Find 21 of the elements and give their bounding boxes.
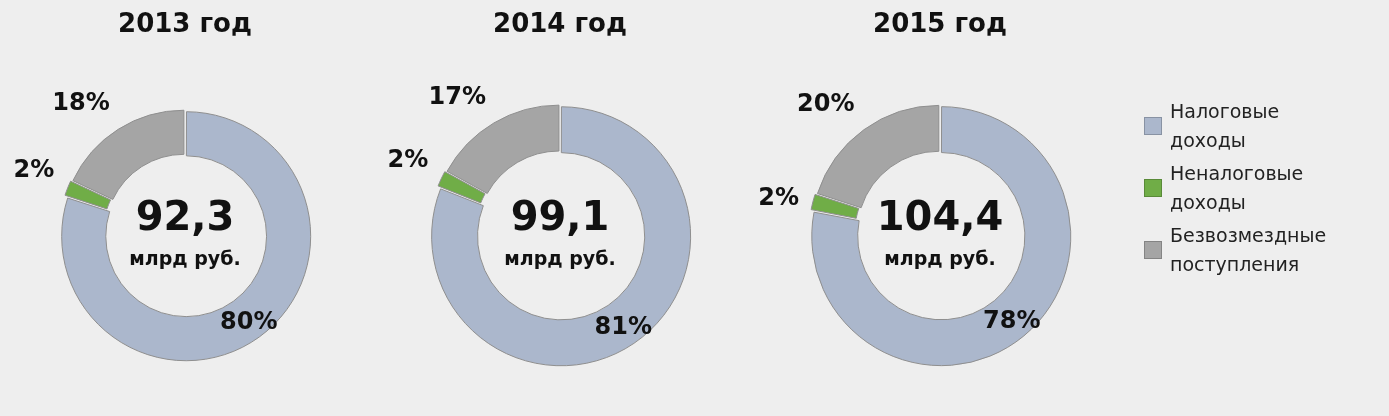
data-label: 18% <box>52 88 110 117</box>
chart-title: 2014 год <box>493 8 627 39</box>
text: млрд руб. <box>884 246 996 269</box>
text: млрд руб. <box>504 246 616 269</box>
data-label: 81% <box>594 311 652 340</box>
data-label: 80% <box>220 306 278 335</box>
legend-label: Налоговые доходы <box>1170 99 1281 153</box>
text: млрд руб. <box>129 246 241 269</box>
legend-label: Неналоговые доходы <box>1170 161 1305 215</box>
data-label: 2% <box>758 182 800 211</box>
data-label: 2% <box>13 155 55 184</box>
chart-title: 2013 год <box>118 8 252 39</box>
data-label: 78% <box>983 305 1041 334</box>
text: 92,3 <box>135 193 235 240</box>
chart-title: 2015 год <box>873 8 1007 39</box>
data-label: 20% <box>797 89 855 118</box>
data-label: 2% <box>387 144 429 173</box>
text: 104,4 <box>876 193 1004 240</box>
legend-label: Безвозмездные поступления <box>1170 223 1328 277</box>
text: 99,1 <box>510 193 610 240</box>
data-label: 17% <box>428 81 486 110</box>
